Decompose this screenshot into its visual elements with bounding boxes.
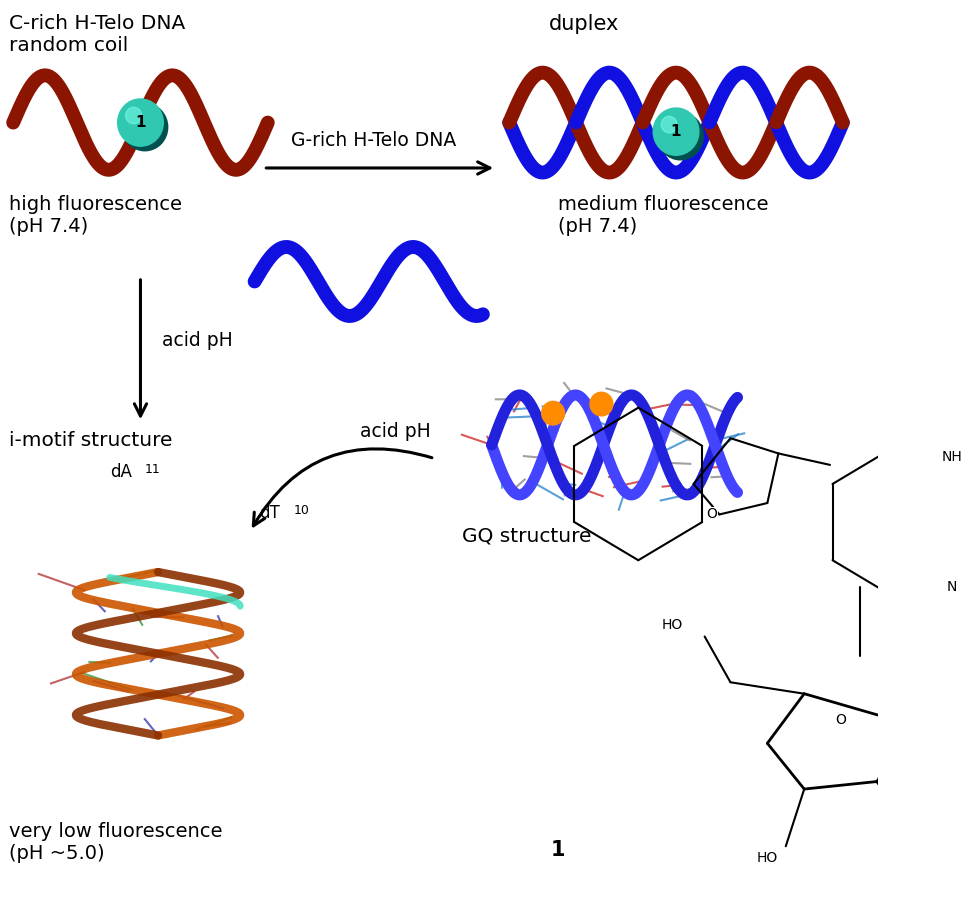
Circle shape <box>122 104 167 151</box>
Circle shape <box>657 113 702 160</box>
Text: HO: HO <box>756 851 778 864</box>
Circle shape <box>125 107 142 123</box>
Text: O: O <box>706 508 717 521</box>
Text: GQ structure: GQ structure <box>462 527 591 546</box>
Text: 11: 11 <box>145 463 160 476</box>
Circle shape <box>541 401 564 425</box>
Text: dA: dA <box>110 463 131 481</box>
Text: dT: dT <box>259 504 280 522</box>
Text: HO: HO <box>660 618 682 632</box>
Text: G-rich H-Telo DNA: G-rich H-Telo DNA <box>290 131 456 150</box>
Text: 1: 1 <box>670 124 681 139</box>
Text: O: O <box>835 714 846 727</box>
Text: 1: 1 <box>135 115 146 130</box>
Text: medium fluorescence
(pH 7.4): medium fluorescence (pH 7.4) <box>556 195 767 236</box>
Circle shape <box>652 108 698 155</box>
Text: NH: NH <box>941 450 961 464</box>
Text: very low fluorescence
(pH ~5.0): very low fluorescence (pH ~5.0) <box>9 822 222 863</box>
Text: acid pH: acid pH <box>162 331 233 350</box>
Text: 10: 10 <box>293 504 310 517</box>
Text: N: N <box>946 580 956 594</box>
Text: 1: 1 <box>550 840 564 860</box>
Text: C-rich H-Telo DNA
random coil: C-rich H-Telo DNA random coil <box>9 14 185 54</box>
Text: acid pH: acid pH <box>360 422 430 441</box>
Text: duplex: duplex <box>548 14 618 34</box>
Circle shape <box>117 99 163 146</box>
Text: high fluorescence
(pH 7.4): high fluorescence (pH 7.4) <box>9 195 182 236</box>
Text: i-motif structure: i-motif structure <box>9 431 172 450</box>
Circle shape <box>590 392 612 416</box>
Circle shape <box>660 116 677 133</box>
